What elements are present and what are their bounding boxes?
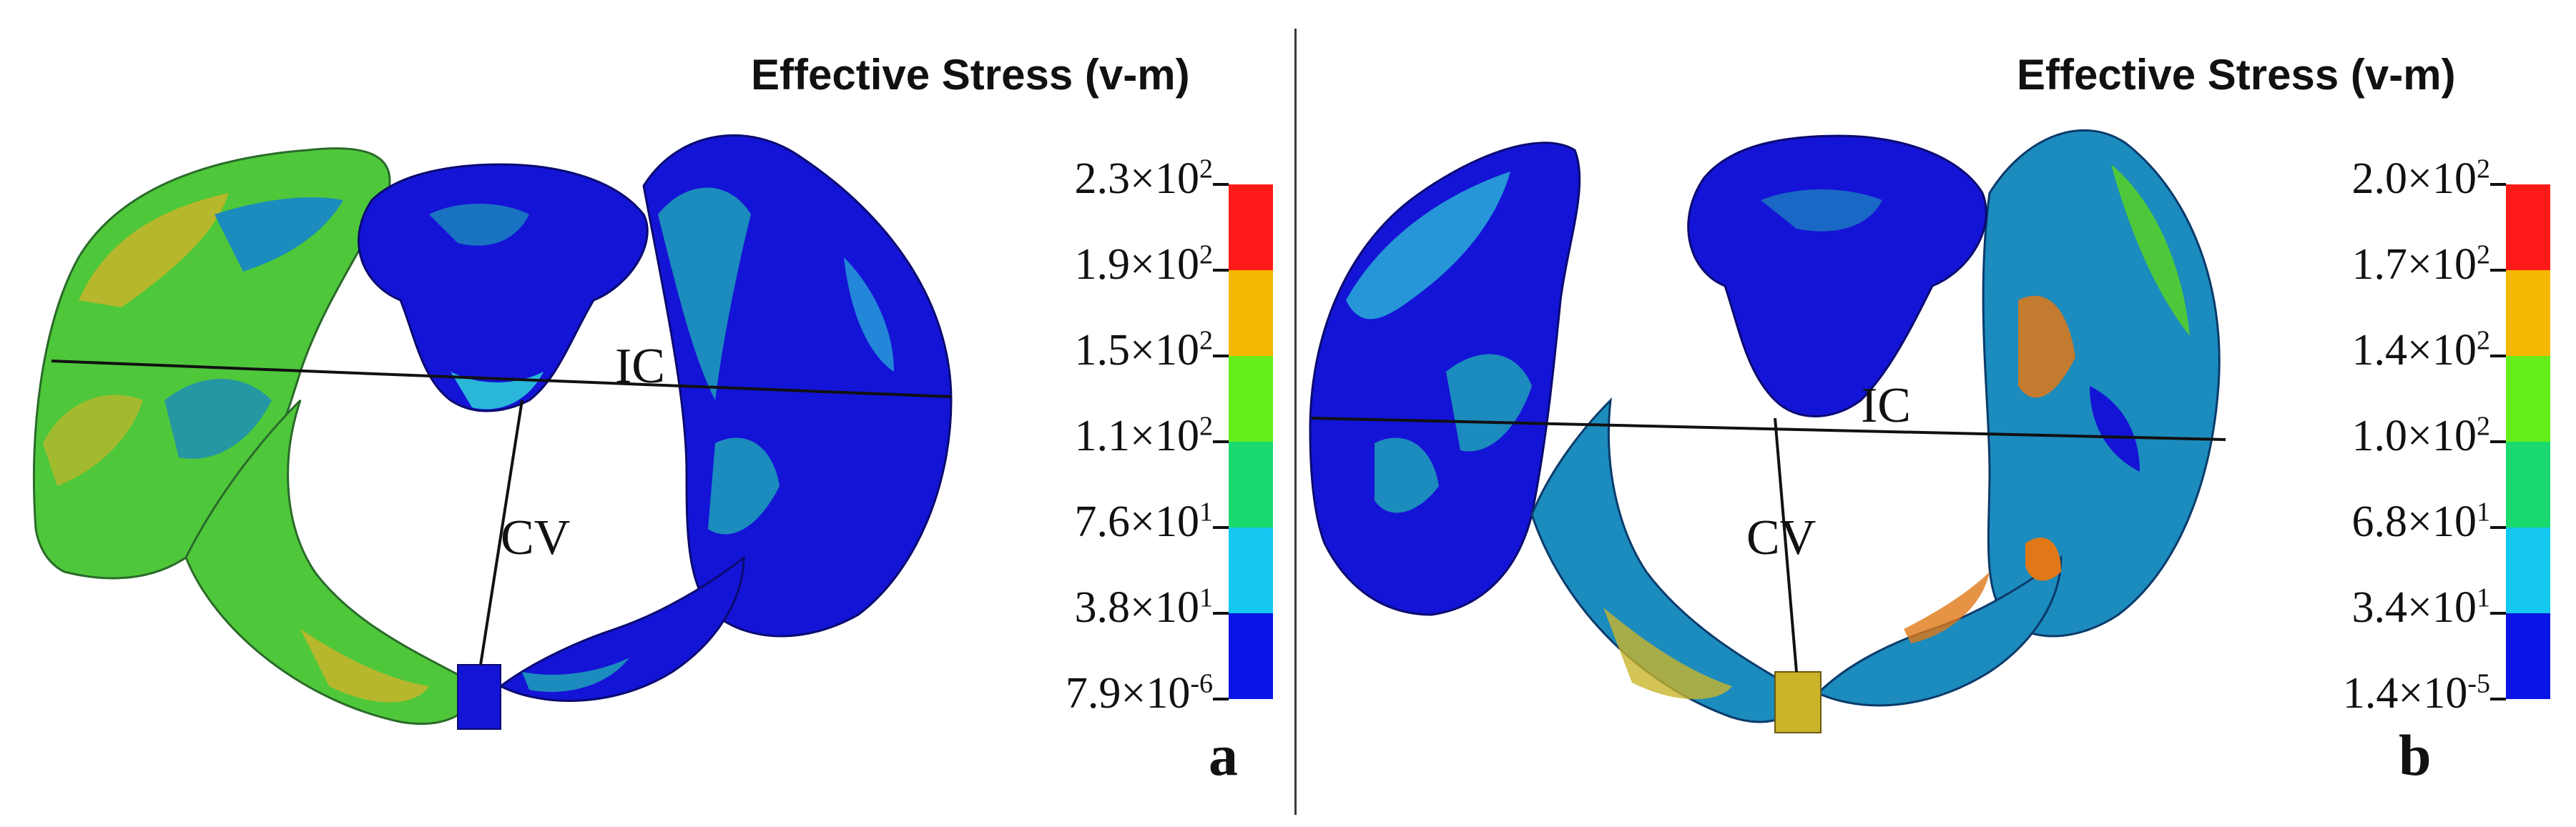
- left-pubic-ramus: [185, 399, 481, 726]
- ic-label: IC: [615, 339, 665, 394]
- colorbar-band: [1229, 442, 1273, 528]
- colorbar-band: [1229, 270, 1273, 356]
- colorbar-band: [1229, 184, 1273, 270]
- colorbar-tick: [2490, 440, 2506, 443]
- colorbar-tick: [2490, 612, 2506, 615]
- colorbar-band: [2506, 356, 2550, 442]
- panel-divider: [1294, 29, 1297, 815]
- pelvis-model-a: IC CV: [33, 134, 953, 730]
- colorbar-tick: [2490, 269, 2506, 272]
- colorbar-tick: [1213, 698, 1229, 700]
- colorbar-tick-label: 1.1×102: [1074, 411, 1213, 460]
- colorbar-band: [2506, 270, 2550, 356]
- pubic-symphysis: [1774, 671, 1822, 733]
- ic-line: [51, 360, 952, 398]
- colorbar-tick-label: 3.4×101: [2351, 583, 2490, 632]
- colorbar-band: [2506, 613, 2550, 699]
- panel-label-b: b: [2399, 723, 2432, 788]
- colorbar-tick: [1213, 183, 1229, 186]
- sacrum: [1687, 134, 1987, 417]
- legend-title-a: Effective Stress (v-m): [751, 51, 1190, 99]
- colorbar-tick-label: 7.9×10-6: [1065, 668, 1213, 718]
- colorbar-band: [1229, 613, 1273, 699]
- colorbar-tick: [1213, 269, 1229, 272]
- colorbar-band: [1229, 356, 1273, 442]
- colorbar-band: [2506, 184, 2550, 270]
- panel-label-a: a: [1209, 723, 1238, 788]
- colorbar-tick-label: 3.8×101: [1074, 583, 1213, 632]
- pubic-symphysis: [457, 664, 501, 730]
- colorbar-tick: [1213, 526, 1229, 529]
- panel-a: IC CV Effective Stress (v-m) 2.3×102 1.9…: [0, 0, 1287, 827]
- colorbar-tick-label: 6.8×101: [2351, 497, 2490, 546]
- colorbar-tick-label: 2.3×102: [1074, 154, 1213, 203]
- right-pubic-ramus: [498, 555, 745, 702]
- colorbar-band: [1229, 528, 1273, 613]
- pelvis-model-b: IC CV: [1309, 129, 2226, 733]
- colorbar-band: [2506, 442, 2550, 528]
- sacrum: [358, 163, 649, 412]
- colorbar-tick-label: 1.5×102: [1074, 325, 1213, 375]
- colorbar-tick-label: 1.9×102: [1074, 239, 1213, 289]
- colorbar-band: [2506, 528, 2550, 613]
- colorbar-tick-label: 1.4×10-5: [2342, 668, 2490, 718]
- colorbar-tick: [2490, 698, 2506, 700]
- cv-label: CV: [501, 510, 570, 565]
- cv-label: CV: [1746, 510, 1816, 565]
- cv-line: [479, 400, 523, 665]
- colorbar-tick: [2490, 355, 2506, 357]
- colorbar-tick: [1213, 440, 1229, 443]
- ic-label: IC: [1861, 378, 1911, 433]
- colorbar-tick: [2490, 183, 2506, 186]
- colorbar-tick-label: 2.0×102: [2351, 154, 2490, 203]
- colorbar-tick-label: 1.0×102: [2351, 411, 2490, 460]
- cv-line: [1774, 417, 1798, 673]
- colorbar-tick-label: 7.6×101: [1074, 497, 1213, 546]
- colorbar-tick-label: 1.4×102: [2351, 325, 2490, 375]
- ic-line: [1311, 417, 2226, 441]
- colorbar-tick: [2490, 526, 2506, 529]
- colorbar-tick: [1213, 355, 1229, 357]
- colorbar-tick-label: 1.7×102: [2351, 239, 2490, 289]
- colorbar-tick: [1213, 612, 1229, 615]
- legend-title-b: Effective Stress (v-m): [2017, 51, 2456, 99]
- panel-b: IC CV Effective Stress (v-m) 2.0×102 1.7…: [1303, 0, 2576, 827]
